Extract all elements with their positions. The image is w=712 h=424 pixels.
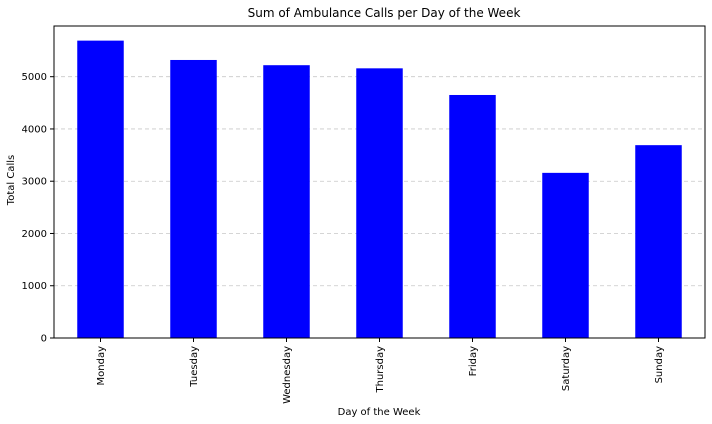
bar-wednesday [263, 65, 310, 338]
y-tick-label: 5000 [22, 72, 47, 83]
x-tick-label: Tuesday [189, 346, 200, 388]
y-tick-label: 2000 [22, 229, 47, 240]
y-tick-label: 4000 [22, 124, 47, 135]
x-tick-label: Sunday [654, 346, 665, 383]
bars [77, 40, 682, 338]
x-tick-label: Monday [96, 346, 107, 386]
bar-sunday [635, 145, 682, 338]
y-axis-label: Total Calls [6, 155, 17, 206]
bar-monday [77, 40, 124, 338]
x-tick-label: Saturday [561, 346, 572, 391]
x-tick-label: Thursday [375, 346, 386, 394]
y-tick-label: 0 [41, 334, 47, 345]
y-tick-label: 1000 [22, 281, 47, 292]
x-tick-label: Wednesday [282, 346, 293, 404]
bar-friday [449, 94, 496, 338]
bar-thursday [356, 68, 403, 338]
x-tick-label: Friday [468, 346, 479, 376]
bar-tuesday [170, 59, 217, 338]
chart-title: Sum of Ambulance Calls per Day of the We… [248, 6, 521, 20]
bar-saturday [542, 172, 589, 338]
x-axis-label: Day of the Week [338, 407, 421, 418]
y-axis-ticks: 0 1000 2000 3000 4000 5000 [22, 72, 54, 345]
y-tick-label: 3000 [22, 177, 47, 188]
x-axis-ticks: Monday Tuesday Wednesday Thursday Friday Satu… [96, 338, 665, 404]
